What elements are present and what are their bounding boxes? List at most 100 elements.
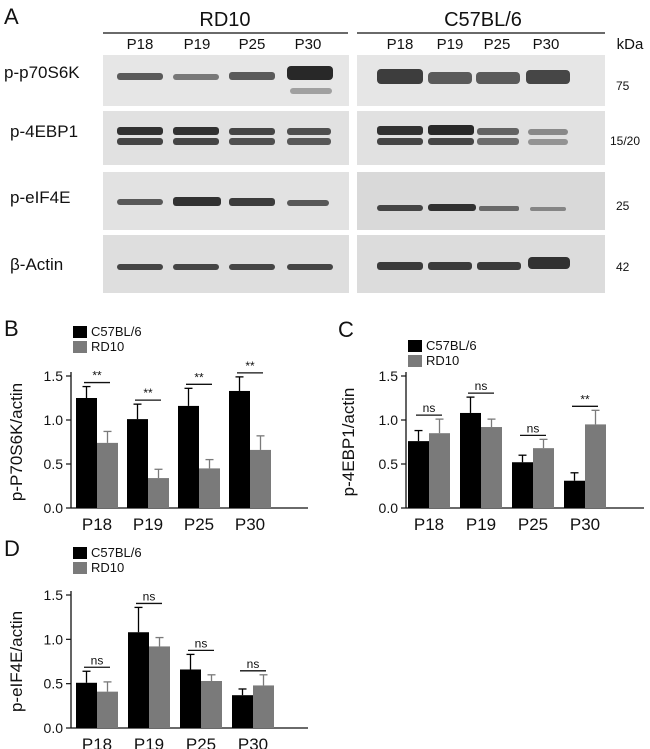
y-axis-label: p-P70S6K/actin [7, 383, 26, 501]
blot-band [173, 197, 221, 206]
bar-c57bl6 [178, 405, 199, 508]
legend-swatch [73, 326, 87, 338]
blot-band [477, 128, 519, 135]
blot-band [377, 205, 423, 211]
protein-label: β-Actin [10, 255, 63, 274]
legend-swatch [73, 547, 87, 559]
legend-swatch [408, 340, 422, 352]
bar-c57bl6 [128, 632, 149, 728]
x-tick-label: P18 [82, 735, 112, 749]
blot-band [173, 138, 219, 145]
significance-label: ** [143, 386, 153, 400]
kda-header: kDa [617, 36, 644, 53]
y-tick-label: 1.0 [44, 412, 64, 428]
bar-c57bl6 [232, 695, 253, 728]
bar-rd10 [585, 424, 606, 508]
blot-band [287, 264, 333, 270]
blot-band [530, 207, 566, 211]
blot-band [428, 138, 474, 145]
bar-rd10 [201, 681, 222, 728]
blot-band [477, 262, 521, 270]
blot-band [528, 257, 570, 269]
bar-chart-p70s6k: B 0.0 0.5 1.0 1.5 p-P70S6K/actin ** P18 ** P19 ** P… [4, 316, 308, 534]
bar-c57bl6 [512, 462, 533, 508]
bar-rd10 [199, 468, 220, 508]
group-label-rd10: RD10 [199, 9, 250, 31]
bar-rd10 [148, 478, 169, 508]
bar-chart-4ebp1: C 0.0 0.5 1.0 1.5 p-4EBP1/actin ns P18 ns P19 ns P2… [338, 317, 644, 534]
protein-label: p-p70S6K [4, 63, 80, 82]
y-tick-label: 1.0 [379, 412, 399, 428]
kda-marker: 42 [616, 260, 630, 274]
bar-rd10 [149, 646, 170, 728]
legend-swatch [408, 355, 422, 367]
bar-c57bl6 [460, 412, 481, 508]
significance-label: ** [92, 369, 102, 383]
panel-letter: B [4, 316, 19, 341]
blot-band [173, 74, 219, 80]
western-blot-panel: A RD10 C57BL/6 P18 P19 P25 P30 P18 P19 P… [4, 4, 644, 293]
lane-label: P25 [484, 36, 511, 53]
y-axis-label: p-4EBP1/actin [339, 388, 358, 497]
x-tick-label: P18 [82, 515, 112, 534]
lane-label: P25 [239, 36, 266, 53]
group-label-c57bl6: C57BL/6 [444, 9, 522, 31]
kda-marker: 15/20 [610, 134, 640, 148]
panel-letter: C [338, 317, 354, 342]
bar-rd10 [97, 442, 118, 508]
blot-band [229, 128, 275, 135]
blot-band [287, 138, 331, 145]
blot-band [428, 72, 472, 84]
blot-band [229, 198, 275, 206]
significance-label: ns [143, 589, 156, 603]
legend-label: C57BL/6 [91, 324, 142, 339]
panel-letter-a: A [4, 4, 19, 29]
x-tick-label: P30 [238, 735, 268, 749]
blot-band [428, 125, 474, 135]
blot-band [526, 70, 570, 84]
significance-label: ns [247, 657, 260, 671]
x-tick-label: P19 [133, 515, 163, 534]
blot-band [428, 262, 472, 270]
blot-strip-rd10-p70s6k [103, 55, 349, 106]
blot-band [476, 72, 520, 84]
y-tick-label: 0.0 [379, 500, 399, 516]
lane-label: P30 [295, 36, 322, 53]
blot-strip-c57-eif4e [357, 172, 605, 230]
legend-label: C57BL/6 [426, 338, 477, 353]
blot-band [377, 69, 423, 84]
protein-label: p-eIF4E [10, 188, 70, 207]
lane-label: P19 [184, 36, 211, 53]
blot-band [377, 126, 423, 135]
bar-rd10 [533, 448, 554, 508]
blot-band [173, 127, 219, 135]
bar-chart-eif4e: D 0.0 0.5 1.0 1.5 p-eIF4E/actin ns P18 ns P19 ns P2… [4, 536, 308, 749]
bar-rd10 [481, 427, 502, 508]
protein-label: p-4EBP1 [10, 122, 78, 141]
bar-c57bl6 [180, 669, 201, 728]
significance-label: ** [245, 359, 255, 373]
kda-marker: 75 [616, 79, 630, 93]
legend-label: RD10 [91, 560, 124, 575]
lane-label: P30 [533, 36, 560, 53]
blot-band [229, 138, 275, 145]
significance-label: ns [527, 421, 540, 435]
legend-swatch [73, 341, 87, 353]
significance-label: ns [195, 636, 208, 650]
significance-label: ns [423, 401, 436, 415]
x-tick-label: P30 [570, 515, 600, 534]
bar-c57bl6 [76, 398, 97, 508]
blot-band [479, 206, 519, 211]
blot-band [528, 139, 568, 145]
blot-band [117, 199, 163, 205]
blot-band [287, 66, 333, 80]
y-tick-label: 1.0 [44, 631, 64, 647]
x-tick-label: P25 [186, 735, 216, 749]
y-tick-label: 1.5 [44, 587, 64, 603]
significance-label: ** [580, 392, 590, 406]
x-tick-label: P25 [184, 515, 214, 534]
significance-label: ** [194, 370, 204, 384]
bar-c57bl6 [408, 441, 429, 508]
blot-band [287, 128, 331, 135]
